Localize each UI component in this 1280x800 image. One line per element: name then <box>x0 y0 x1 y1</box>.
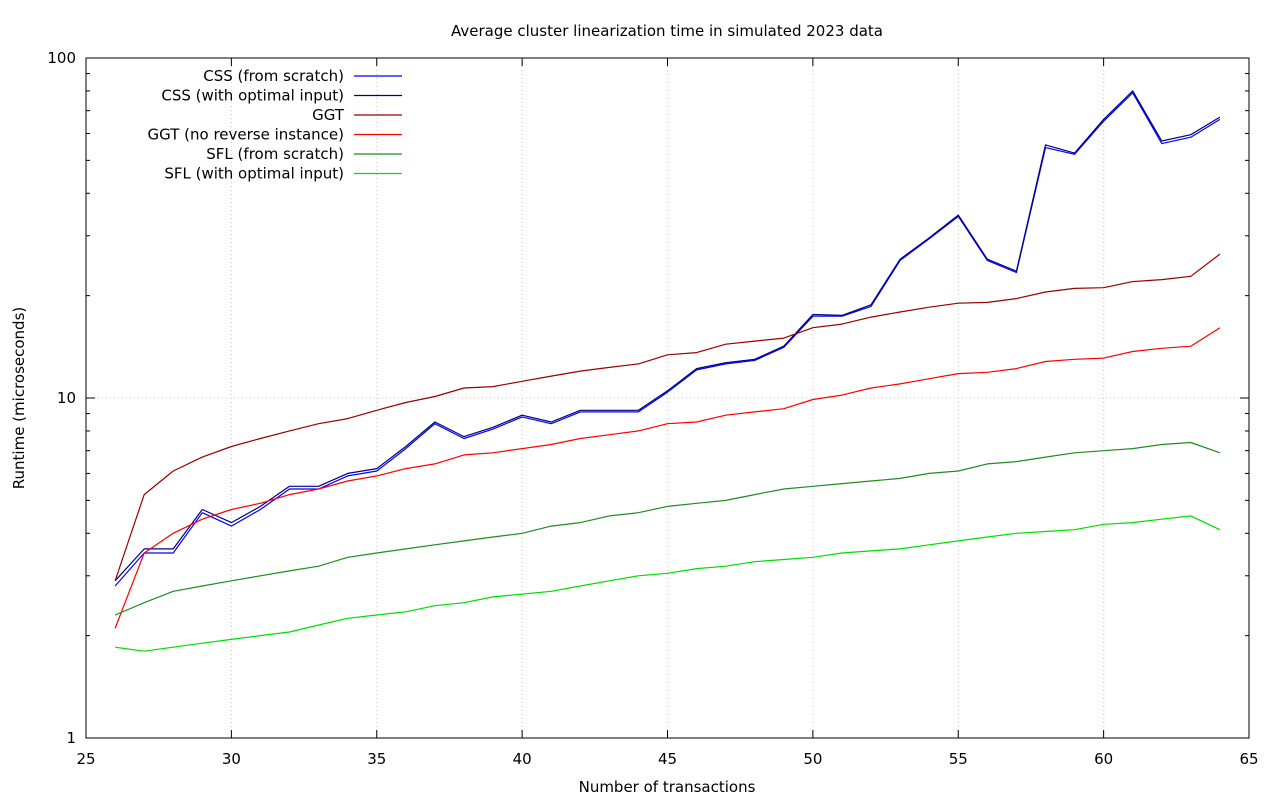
y-tick-label: 10 <box>57 389 76 407</box>
y-tick-label: 1 <box>66 729 76 747</box>
x-tick-label: 30 <box>222 750 241 768</box>
legend-label: SFL (from scratch) <box>206 145 344 163</box>
series-line-6 <box>115 515 1221 652</box>
legend-label: SFL (with optimal input) <box>164 165 344 183</box>
x-axis: 25 30 35 40 45 50 55 60 65 <box>76 58 1259 768</box>
x-tick-label: 25 <box>76 750 95 768</box>
series-lines <box>114 90 1221 652</box>
y-axis: 1 10 100 <box>47 49 1249 747</box>
x-tick-label: 65 <box>1239 750 1258 768</box>
legend: CSS (from scratch) CSS (with optimal inpu… <box>148 67 402 183</box>
x-tick-label: 35 <box>367 750 386 768</box>
series-line-2 <box>114 90 1221 582</box>
grid <box>86 58 1249 738</box>
x-tick-label: 50 <box>803 750 822 768</box>
y-axis-label: Runtime (microseconds) <box>10 307 28 489</box>
legend-label: CSS (from scratch) <box>203 67 344 85</box>
x-tick-label: 45 <box>658 750 677 768</box>
y-tick-label: 100 <box>47 49 76 67</box>
legend-label: GGT <box>312 106 345 124</box>
chart-title: Average cluster linearization time in si… <box>451 22 883 40</box>
x-tick-label: 40 <box>513 750 532 768</box>
x-tick-label: 55 <box>949 750 968 768</box>
legend-label: GGT (no reverse instance) <box>148 126 345 144</box>
series-line-3 <box>114 253 1221 581</box>
legend-label: CSS (with optimal input) <box>161 87 344 105</box>
plot-frame <box>85 57 1250 739</box>
series-line-4 <box>114 327 1221 629</box>
x-axis-label: Number of transactions <box>579 778 756 796</box>
x-tick-label: 60 <box>1094 750 1113 768</box>
series-line-5 <box>114 441 1221 616</box>
